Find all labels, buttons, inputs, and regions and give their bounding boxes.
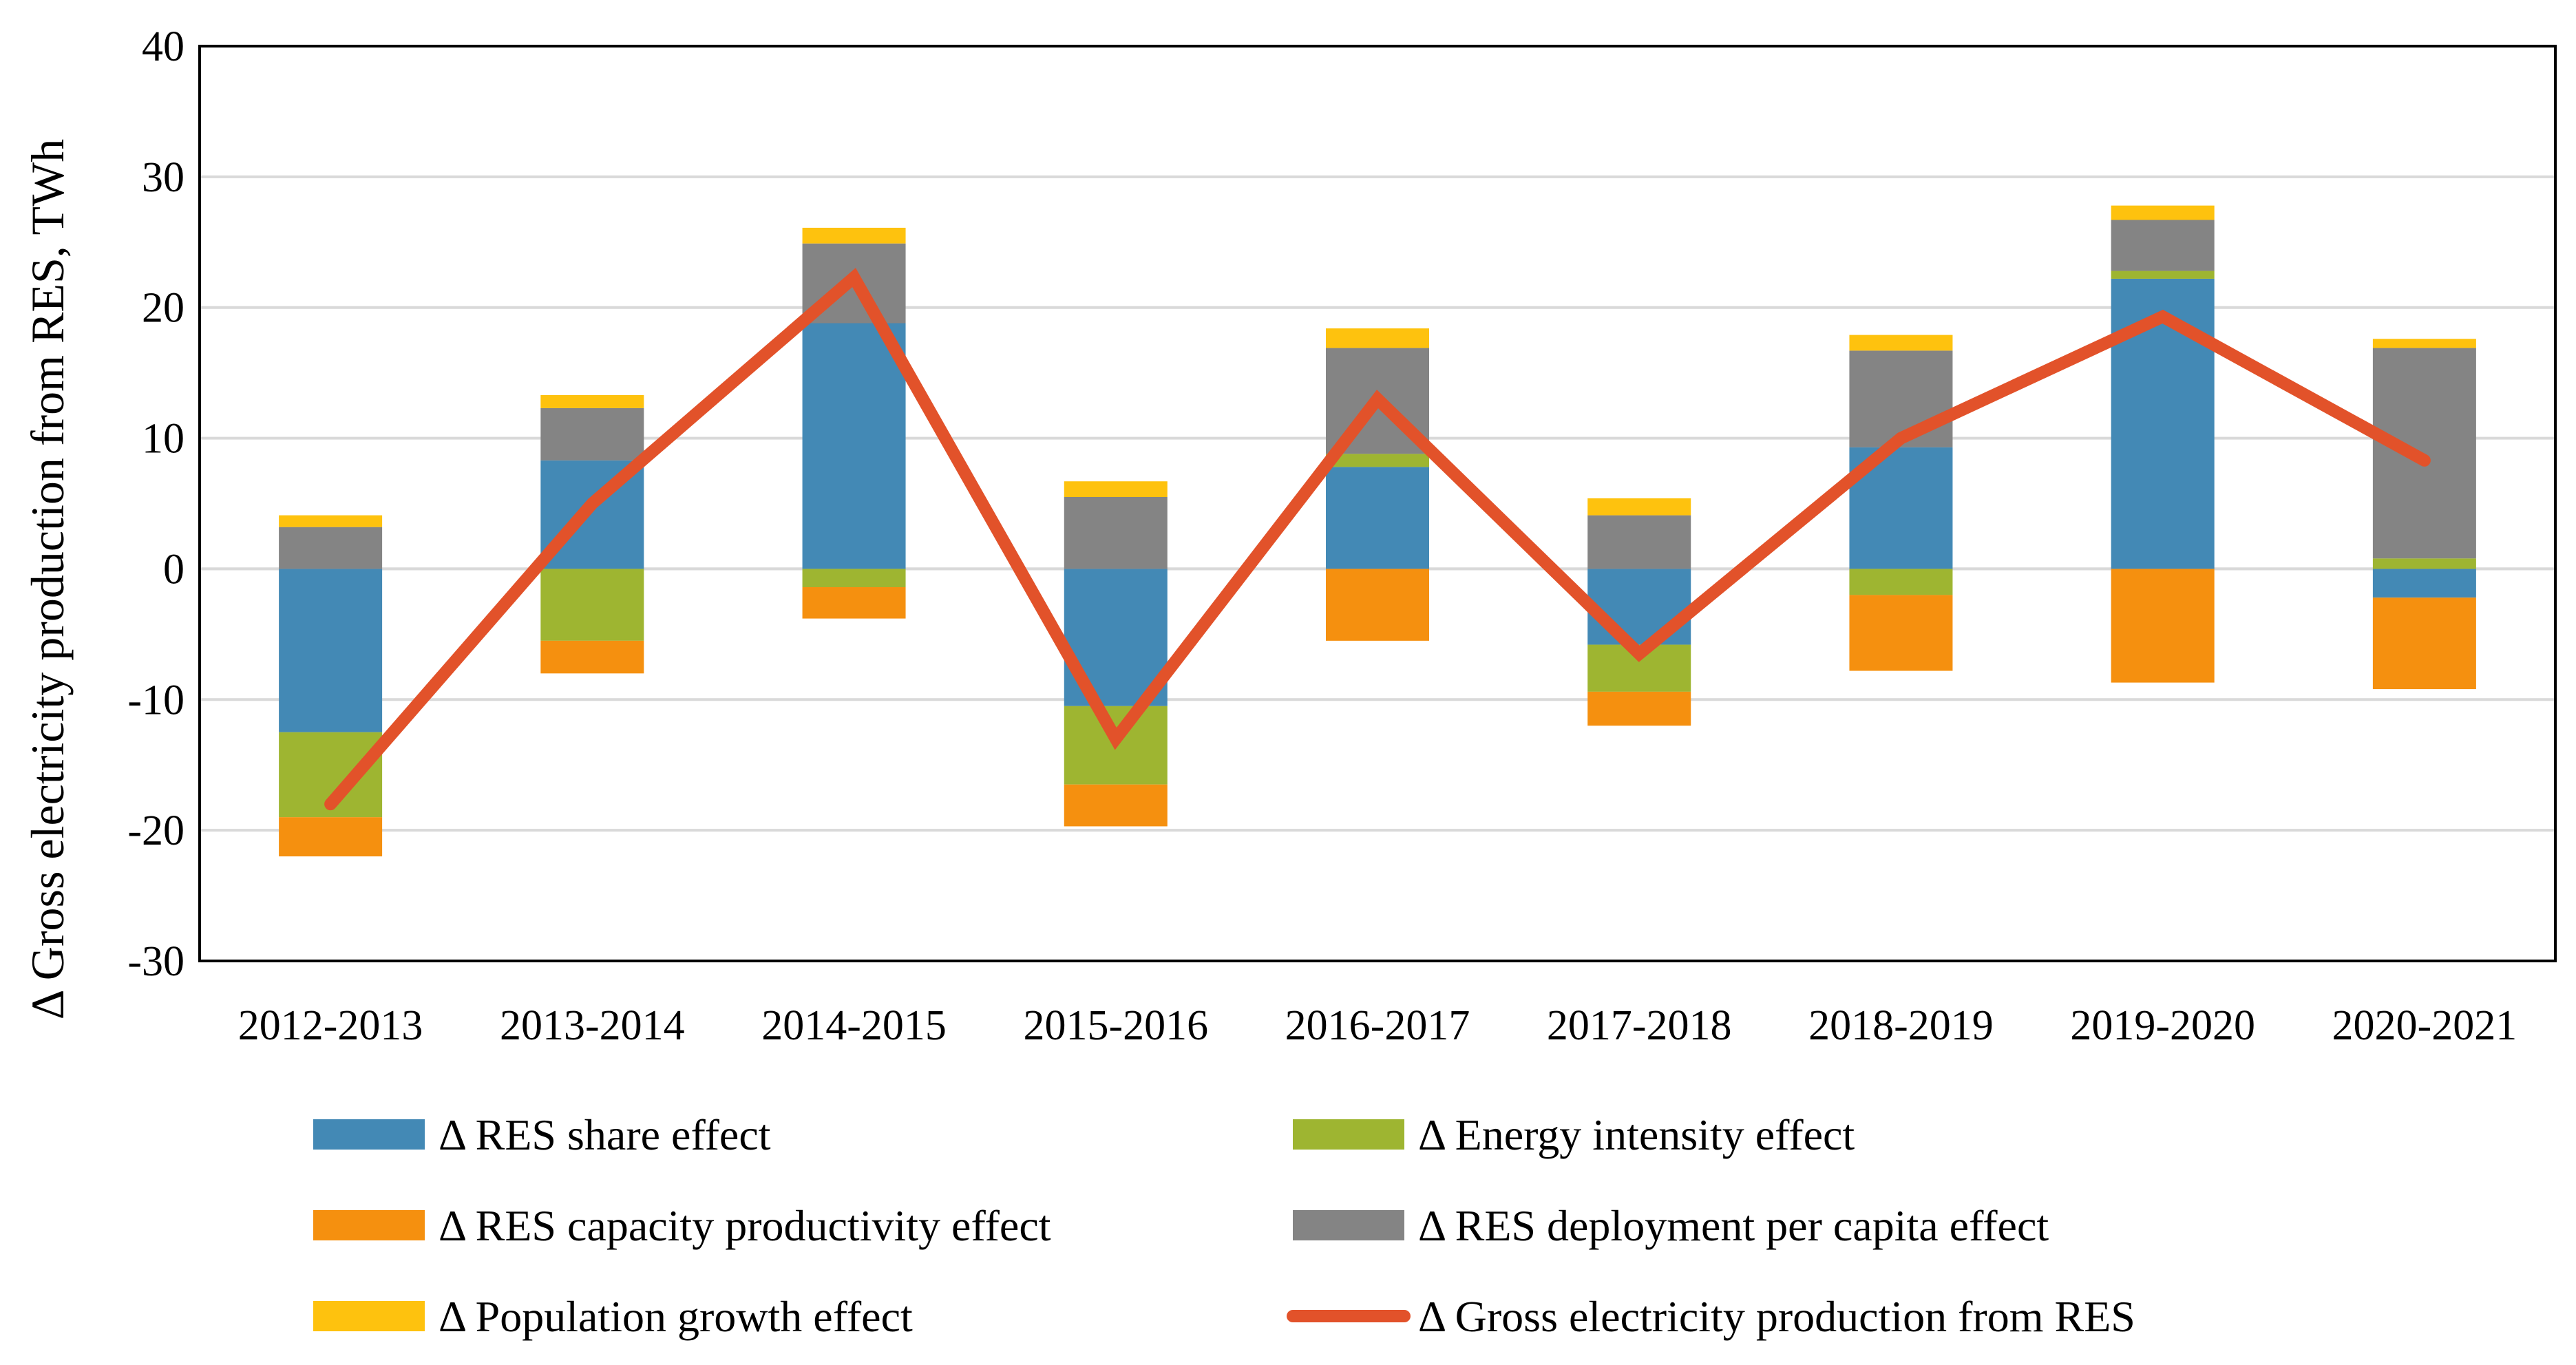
legend-item: Δ RES capacity productivity effect	[313, 1201, 1051, 1250]
line-point	[854, 277, 855, 278]
y-tick-label: -10	[127, 677, 184, 723]
legend-label: Δ RES capacity productivity effect	[439, 1201, 1051, 1250]
bar-segment	[2372, 339, 2476, 348]
bar-segment	[540, 569, 644, 641]
bar-segment	[1587, 498, 1691, 516]
legend-swatch	[1293, 1119, 1404, 1150]
bar-segment	[279, 817, 383, 857]
y-tick-label: 10	[142, 416, 184, 463]
bar-segment	[1064, 481, 1168, 498]
line-point	[330, 803, 331, 805]
bar-segment	[802, 587, 906, 619]
bar-segment	[2372, 569, 2476, 598]
y-tick-label: 40	[142, 23, 184, 70]
bar-segment	[1849, 350, 1953, 447]
legend-item: Δ Gross electricity production from RES	[1287, 1292, 2135, 1341]
legend-item: Δ Energy intensity effect	[1293, 1110, 1855, 1159]
bar-segment	[2372, 597, 2476, 690]
legend: Δ RES share effect Δ Energy intensity eff…	[313, 1110, 2135, 1341]
bar-segment	[1587, 569, 1691, 645]
bar-segment	[802, 323, 906, 569]
x-tick-label: 2012-2013	[238, 1002, 423, 1049]
legend-item: Δ RES share effect	[313, 1110, 771, 1159]
x-tick-label: 2018-2019	[1808, 1002, 1994, 1049]
bar-segment	[2111, 205, 2215, 220]
legend-label: Δ Gross electricity production from RES	[1418, 1292, 2135, 1341]
legend-label: Δ RES deployment per capita effect	[1418, 1201, 2049, 1250]
bar-segment	[1326, 467, 1429, 569]
line-point	[1115, 738, 1117, 739]
bar-segment	[279, 527, 383, 569]
bar-segment	[1587, 691, 1691, 726]
bar-segment	[540, 640, 644, 674]
bar-segment	[1326, 569, 1429, 641]
legend-swatch	[313, 1301, 425, 1331]
legend-label: Δ RES share effect	[439, 1110, 771, 1159]
bar-segment	[540, 394, 644, 408]
line-point	[2424, 460, 2425, 461]
bar-segment	[279, 569, 383, 732]
y-tick-label: -30	[127, 938, 184, 985]
line-point	[1377, 399, 1378, 400]
bar-segment	[540, 408, 644, 461]
x-tick-label: 2016-2017	[1285, 1002, 1470, 1049]
x-tick-label: 2014-2015	[761, 1002, 947, 1049]
legend-swatch	[313, 1210, 425, 1240]
total-line-path	[324, 268, 2431, 811]
bar-segment	[1849, 595, 1953, 671]
plot-frame	[198, 45, 2557, 962]
y-tick-label: 20	[142, 285, 184, 332]
legend-item: Δ Population growth effect	[313, 1292, 913, 1341]
bar-segment	[1849, 569, 1953, 595]
y-axis-title: Δ Gross electricity production from RES,…	[21, 139, 74, 1019]
axes: -30 -20 -10 0 10 20 30 40 2012-2013 2013-2014 2014…	[21, 23, 2557, 1049]
bar-segment	[1064, 784, 1168, 827]
x-tick-label: 2013-2014	[500, 1002, 685, 1049]
bar-segment	[1849, 335, 1953, 351]
legend-label: Δ Population growth effect	[439, 1292, 913, 1341]
x-tick-label: 2020-2021	[2332, 1002, 2517, 1049]
legend-item: Δ RES deployment per capita effect	[1293, 1201, 2049, 1250]
bar-segment	[1326, 328, 1429, 348]
y-tick-label: 0	[163, 546, 184, 593]
bar-segment	[2111, 569, 2215, 683]
x-tick-label: 2017-2018	[1547, 1002, 1732, 1049]
line-point	[2162, 316, 2164, 317]
line-point	[591, 503, 593, 505]
x-tick-label: 2015-2016	[1023, 1002, 1208, 1049]
bar-segment	[2111, 271, 2215, 279]
y-tick-label: 30	[142, 154, 184, 201]
x-tick-label: 2019-2020	[2070, 1002, 2255, 1049]
legend-swatch	[313, 1119, 425, 1150]
total-line	[324, 268, 2431, 811]
y-tick-label: -20	[127, 807, 184, 854]
legend-swatch	[1293, 1210, 1404, 1240]
line-point	[1638, 653, 1640, 655]
bar-segment	[279, 515, 383, 527]
bar-segment	[802, 227, 906, 244]
bar-segment	[2111, 220, 2215, 271]
bar-segment	[2372, 558, 2476, 569]
bars	[279, 205, 2476, 857]
legend-label: Δ Energy intensity effect	[1418, 1110, 1855, 1159]
bar-segment	[1326, 454, 1429, 467]
bar-segment	[1064, 497, 1168, 569]
line-point	[1900, 438, 1901, 439]
bar-segment	[2372, 348, 2476, 559]
bar-segment	[802, 569, 906, 588]
bar-segment	[1587, 515, 1691, 569]
